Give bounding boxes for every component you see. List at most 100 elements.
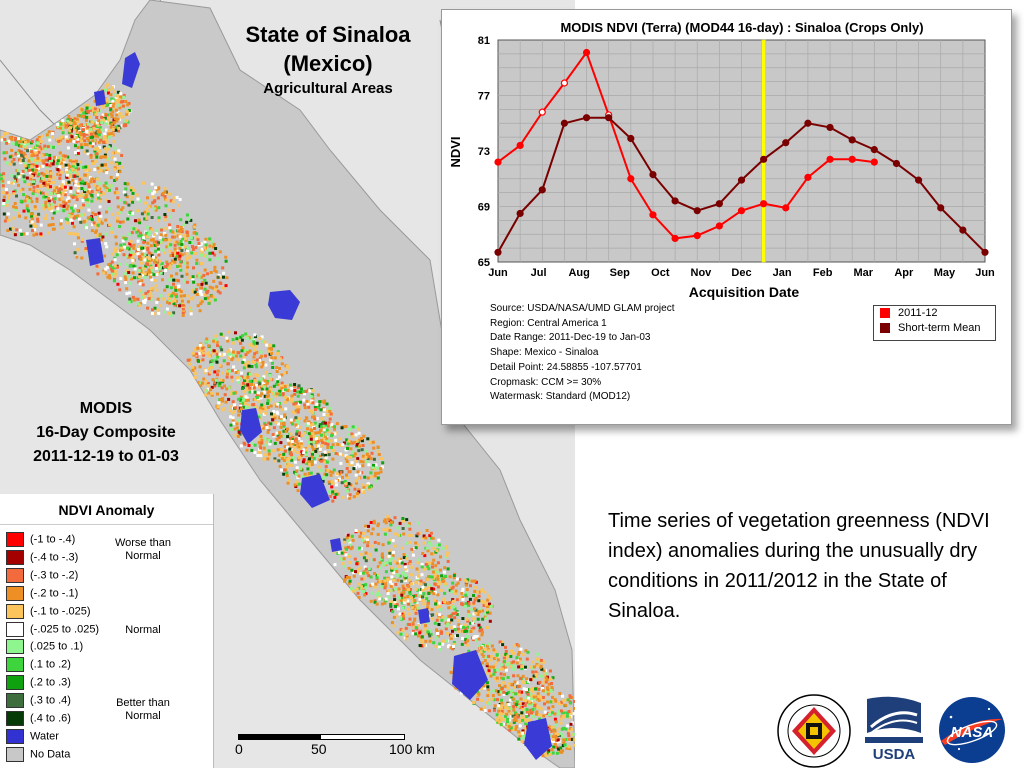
- ndvi-chart-panel: MODIS NDVI (Terra) (MOD44 16-day) : Sina…: [441, 9, 1012, 425]
- series-point: [671, 197, 679, 205]
- series-point: [826, 123, 834, 132]
- legend-item-label: No Data: [30, 748, 71, 761]
- legend-item: Water: [6, 728, 59, 744]
- legend-item-label: (-.025 to .025): [30, 622, 100, 635]
- map-subtitle: Agricultural Areas: [263, 80, 393, 97]
- x-tick-label: May: [934, 267, 956, 279]
- usda-fas-logo: USDA: [865, 696, 923, 763]
- x-tick-label: Mar: [853, 267, 873, 279]
- series-point: [760, 155, 768, 163]
- legend-item-label: (.2 to .3): [30, 676, 71, 689]
- description-text: Time series of vegetation greenness (NDV…: [608, 510, 990, 622]
- legend-item: (-.4 to -.3): [6, 549, 78, 565]
- meta-line: Watermask: Standard (MOD12): [490, 391, 631, 403]
- x-tick-label: Jun: [975, 267, 995, 279]
- x-tick-label: Nov: [691, 267, 713, 279]
- legend-item-label: (-.1 to -.025): [30, 605, 91, 617]
- legend-item-label: Water: [30, 730, 59, 743]
- legend-group-line2: Normal: [125, 550, 161, 562]
- series-point: [538, 186, 546, 194]
- scale-label-0: 0: [235, 741, 243, 757]
- y-tick-label: 65: [478, 257, 490, 269]
- x-tick-label: Apr: [894, 267, 914, 279]
- series-point: [560, 79, 569, 87]
- legend-item-label: (.3 to .4): [30, 694, 71, 707]
- series-point: [605, 114, 613, 122]
- y-tick-label: 77: [478, 91, 490, 103]
- chart-legend: 2011-12 Short-term Mean: [873, 305, 996, 341]
- legend-swatch: [6, 693, 24, 709]
- series-point: [760, 200, 768, 208]
- legend-group-line1: Normal: [125, 624, 161, 636]
- meta-line: Detail Point: 24.58855 -107.57701: [490, 361, 642, 373]
- legend-group-line1: Worse than: [114, 537, 172, 549]
- series-point: [516, 209, 524, 218]
- series-point: [914, 176, 923, 184]
- legend-item-label: (.025 to .1): [30, 640, 84, 653]
- legend-swatch: [6, 621, 24, 637]
- legend-item: (.3 to .4): [6, 693, 71, 709]
- y-tick-label: 81: [478, 35, 490, 47]
- legend-swatch: [6, 728, 24, 744]
- series-point: [582, 48, 591, 57]
- legend-item-label: (-.2 to -.1): [30, 587, 79, 600]
- map-title-line1: State of Sinaloa: [245, 22, 411, 47]
- series-point: [937, 204, 945, 212]
- x-tick-label: Jun: [488, 267, 508, 279]
- legend-swatch: [6, 567, 24, 583]
- series-point: [782, 139, 790, 147]
- legend-item: (-.025 to .025): [6, 621, 100, 637]
- series-point: [804, 119, 812, 127]
- composite-label: MODIS 16-Day Composite 2011-12-19 to 01-…: [0, 397, 212, 469]
- legend-item: (-.2 to -.1): [6, 585, 79, 601]
- y-tick-label: 73: [478, 146, 490, 158]
- legend-swatch: [6, 746, 24, 762]
- legend-item: (.2 to .3): [6, 675, 71, 691]
- legend-swatch: [6, 675, 24, 691]
- x-tick-label: Feb: [813, 267, 833, 279]
- x-tick-label: Dec: [731, 267, 751, 279]
- ndvi-legend: NDVI Anomaly Worse than Normal Normal Be…: [0, 494, 214, 768]
- y-tick-label: 69: [478, 202, 490, 214]
- series-line: [497, 50, 875, 240]
- scale-bar: 0 50 100 km: [232, 731, 452, 768]
- chart-ylabel: NDVI: [448, 136, 463, 167]
- x-tick-label: Oct: [651, 267, 670, 279]
- series-point: [826, 155, 834, 163]
- meta-line: Region: Central America 1: [490, 317, 607, 329]
- legend-item-label: (.4 to .6): [30, 712, 71, 725]
- legend-swatch: [6, 657, 24, 673]
- legend-item: (-1 to -.4): [6, 532, 75, 547]
- legend-group-line2: Normal: [125, 710, 161, 722]
- meta-line: Source: USDA/NASA/UMD GLAM project: [490, 303, 675, 314]
- series-point: [782, 204, 790, 212]
- legend-item: (.1 to .2): [6, 657, 71, 673]
- map-title: State of Sinaloa (Mexico) Agricultural A…: [228, 20, 428, 97]
- series-point: [627, 175, 635, 183]
- series-point: [538, 108, 546, 116]
- series-point: [870, 146, 878, 154]
- x-tick-label: Aug: [568, 267, 589, 279]
- legend-item: (-.3 to -.2): [6, 567, 78, 583]
- composite-line2: 16-Day Composite: [36, 424, 176, 441]
- university-of-maryland-seal: [777, 694, 851, 768]
- series-point: [870, 158, 878, 166]
- legend-item-label: (.1 to .2): [30, 658, 71, 671]
- legend-title: NDVI Anomaly: [0, 494, 213, 525]
- legend-item: No Data: [6, 746, 71, 762]
- chart-legend-item: 2011-12: [874, 306, 995, 321]
- ndvi-chart: MODIS NDVI (Terra) (MOD44 16-day) : Sina…: [448, 20, 995, 300]
- series-point: [848, 155, 856, 163]
- x-tick-label: Jul: [531, 267, 547, 279]
- x-tick-label: Sep: [610, 267, 630, 279]
- legend-group-normal: Normal: [110, 624, 176, 637]
- meta-line: Cropmask: CCM >= 30%: [490, 376, 602, 388]
- chart-xlabel: Acquisition Date: [689, 284, 800, 300]
- series-point: [671, 234, 679, 243]
- legend-swatch: [6, 549, 24, 565]
- legend-item: (.4 to .6): [6, 711, 71, 726]
- nasa-text: NASA: [951, 724, 994, 741]
- series-point: [848, 136, 856, 144]
- chart-title: MODIS NDVI (Terra) (MOD44 16-day) : Sina…: [560, 20, 923, 35]
- series-point: [804, 173, 812, 181]
